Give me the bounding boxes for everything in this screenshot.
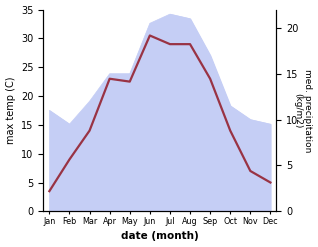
Y-axis label: med. precipitation
(kg/m2): med. precipitation (kg/m2) <box>293 69 313 152</box>
X-axis label: date (month): date (month) <box>121 231 199 242</box>
Y-axis label: max temp (C): max temp (C) <box>5 77 16 144</box>
